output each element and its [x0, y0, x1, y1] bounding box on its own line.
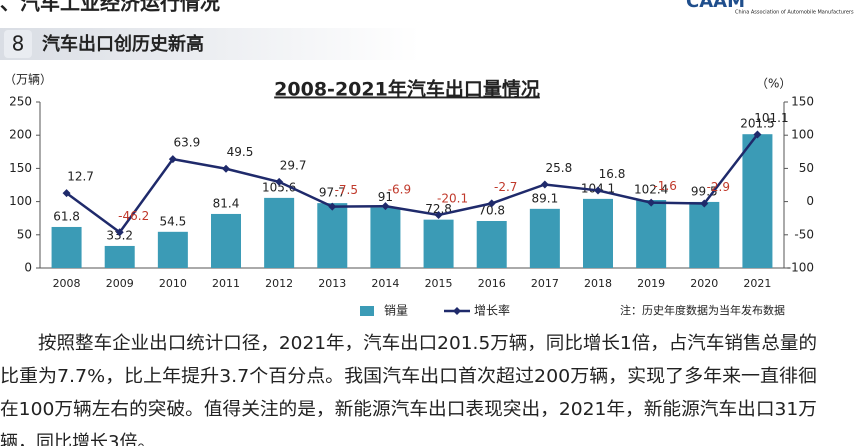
x-tick-label: 2008: [53, 277, 81, 290]
x-tick-label: 2015: [425, 277, 453, 290]
line-marker: [222, 164, 230, 173]
bar-value-label: 61.8: [53, 209, 80, 223]
bar: [742, 134, 773, 268]
bar: [157, 231, 188, 268]
bar: [51, 226, 82, 268]
x-tick-label: 2010: [159, 277, 187, 290]
x-tick-label: 2020: [690, 277, 718, 290]
paragraph-line: 比重为7.7%，比上年提升3.7个百分点。我国汽车出口首次超过200万辆，实现了…: [0, 366, 817, 387]
paragraph-line: 按照整车企业出口统计口径，2021年，汽车出口201.5万辆，同比增长1倍，占汽…: [38, 333, 817, 354]
x-tick-label: 2017: [531, 277, 559, 290]
chart-title: 2008-2021年汽车出口量情况: [274, 78, 540, 101]
bar: [636, 200, 667, 268]
line-marker: [115, 228, 124, 237]
x-tick-label: 2021: [743, 277, 771, 290]
x-tick-label: 2009: [106, 277, 134, 290]
y-tick-label: 150: [9, 161, 32, 175]
note: 注：历史年度数据为当年发布数据: [620, 303, 785, 317]
section-title: 汽车出口创历史新高: [42, 33, 204, 55]
x-tick-label: 2011: [212, 277, 240, 290]
section-badge: [4, 30, 32, 58]
bar-value-label: 102.4: [634, 183, 668, 197]
bar: [583, 198, 613, 268]
bar-value-label: 70.8: [478, 203, 505, 217]
x-tick-label: 2018: [584, 277, 612, 290]
legend-label: 销量: [384, 304, 408, 318]
line-marker: [487, 199, 496, 208]
x-tick-label: 2013: [318, 277, 346, 290]
legend-label: 增长率: [474, 303, 510, 318]
line-marker: [594, 186, 602, 195]
line-value-label: 101.1: [754, 111, 788, 125]
bar-value-label: 201.5: [740, 117, 774, 131]
line-marker: [62, 189, 71, 198]
line-value-label: -2.7: [494, 180, 517, 194]
x-tick-label: 2012: [265, 277, 293, 290]
bar-value-label: 54.5: [159, 214, 186, 228]
line-value-label: -46.2: [118, 209, 149, 223]
bar: [264, 197, 295, 268]
line: [65, 133, 759, 235]
section-number: 8: [12, 32, 25, 56]
y2-axis-label: （%）: [756, 77, 791, 91]
y-tick-label: 50: [17, 227, 32, 241]
y2-tick-label: 50: [799, 161, 814, 175]
line-value-label: -2.9: [707, 180, 730, 194]
line-marker: [381, 202, 390, 211]
line-value-label: -7.5: [335, 183, 358, 197]
bar-value-label: 91: [378, 190, 393, 204]
line-marker: [700, 199, 709, 208]
y2-tick-label: 150: [791, 95, 814, 109]
line-value-label: 49.5: [227, 145, 254, 159]
bar: [211, 213, 241, 268]
line-marker: [753, 130, 762, 139]
line-marker: [540, 180, 549, 189]
line-value-label: -6.9: [388, 183, 411, 197]
paragraph-line: 在100万辆左右的突破。值得关注的是，新能源汽车出口表现突出，2021年，新能源…: [0, 399, 817, 420]
y-axis-label: （万辆）: [4, 73, 52, 87]
y-tick-label: 0: [24, 261, 32, 275]
x-tick-label: 2016: [478, 277, 506, 290]
logo-subtitle: China Association of Automobile Manufact…: [735, 10, 854, 16]
legend-swatch: [360, 306, 374, 316]
legend-swatch: [453, 307, 461, 315]
bar-value-label: 81.4: [213, 196, 240, 210]
y2-tick-label: 100: [791, 128, 814, 142]
bar: [476, 220, 507, 268]
header-title: 、汽车工业经济运行情况: [0, 0, 220, 15]
bar: [423, 219, 454, 268]
section-band: [0, 28, 420, 60]
y-tick-label: 100: [9, 194, 32, 208]
line-marker: [434, 210, 443, 219]
x-tick-label: 2019: [637, 277, 665, 290]
bar: [529, 208, 560, 268]
line-marker: [328, 202, 337, 211]
x-tick-label: 2014: [371, 277, 399, 290]
line-marker: [168, 155, 177, 164]
line-marker: [647, 198, 656, 207]
line-marker: [275, 177, 284, 186]
bar: [689, 201, 720, 268]
line-value-label: 25.8: [545, 161, 572, 175]
y2-tick-label: 0: [806, 194, 814, 208]
line-value-label: 16.8: [599, 167, 626, 181]
bar-value-label: 89.1: [531, 191, 558, 205]
bar-value-label: 97.7: [319, 186, 346, 200]
y-tick-label: 250: [9, 95, 32, 109]
bar-value-label: 105.6: [262, 180, 296, 194]
line-value-label: 63.9: [173, 136, 200, 150]
logo: CAAM: [686, 0, 745, 12]
y2-tick-label: -50: [794, 227, 814, 241]
y-tick-label: 200: [9, 128, 32, 142]
bar: [104, 245, 135, 268]
line-value-label: 29.7: [280, 158, 307, 172]
bar: [317, 203, 348, 268]
bar: [370, 207, 401, 268]
line-value-label: -1.6: [653, 179, 676, 193]
y2-tick-label: -100: [787, 261, 814, 275]
line-value-label: 12.7: [67, 170, 94, 184]
line-value-label: -20.1: [437, 191, 468, 205]
paragraph-line: 辆，同比增长3倍。: [0, 432, 155, 446]
